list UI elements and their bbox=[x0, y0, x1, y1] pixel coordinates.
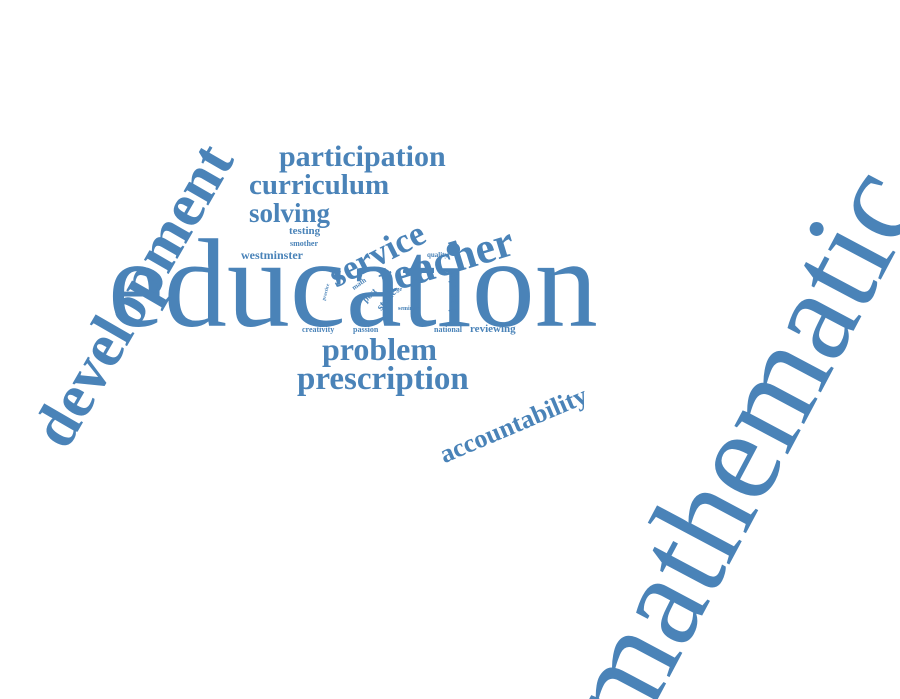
word-reviewing: reviewing bbox=[470, 323, 516, 335]
word-westminster: westminster bbox=[241, 248, 303, 262]
word-passion: passion bbox=[353, 325, 379, 334]
word-problem: problem bbox=[322, 331, 437, 367]
word-quality: quality bbox=[427, 251, 449, 259]
word-curriculum: curriculum bbox=[249, 169, 390, 201]
word-prescription: prescription bbox=[297, 361, 469, 397]
word-ingenuity: ingenuity bbox=[448, 271, 459, 312]
word-education: education bbox=[108, 215, 598, 354]
word-smother: smother bbox=[290, 239, 318, 248]
word-creativity: creativity bbox=[302, 325, 335, 334]
word-testing: testing bbox=[289, 225, 321, 237]
word-page: page bbox=[390, 287, 402, 293]
word-national: national bbox=[434, 325, 463, 334]
word-solving: solving bbox=[249, 198, 331, 228]
word-time: time bbox=[439, 267, 447, 272]
word-participation: participation bbox=[279, 140, 446, 173]
word-seminar: seminar bbox=[398, 306, 419, 312]
